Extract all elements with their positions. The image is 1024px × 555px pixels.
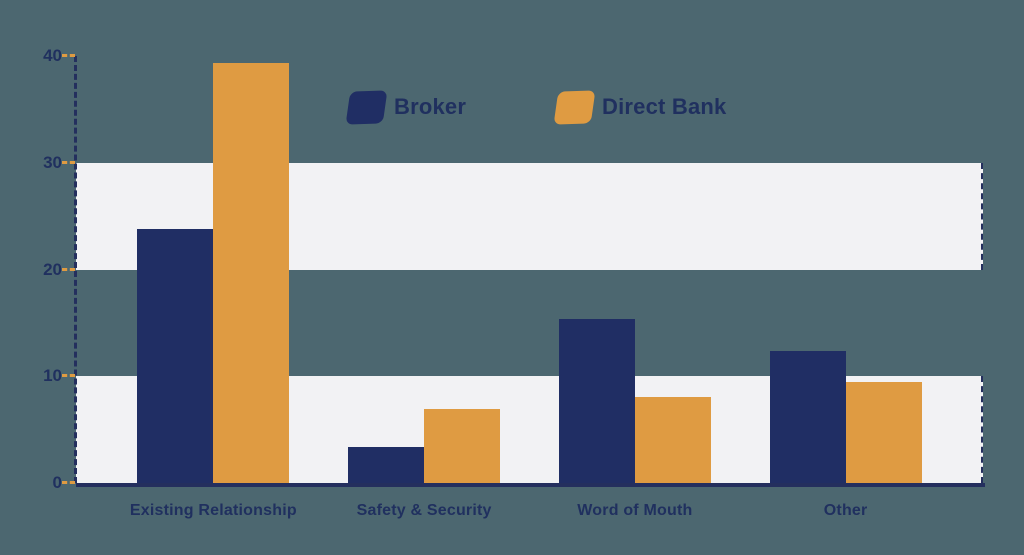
y-axis-tick xyxy=(62,374,75,378)
legend-item-broker: Broker xyxy=(345,89,467,125)
legend-label-broker: Broker xyxy=(394,94,467,119)
bar-direct-bank-2 xyxy=(424,409,501,483)
y-axis-tick xyxy=(62,267,75,271)
legend-item-direct-bank: Direct Bank xyxy=(553,89,727,125)
x-axis-baseline xyxy=(76,483,985,487)
x-axis-category-label: Other xyxy=(823,502,868,519)
y-axis-tick-label: 40 xyxy=(43,46,62,65)
bar-broker-4 xyxy=(769,350,846,483)
bar-direct-bank-1 xyxy=(213,63,290,483)
y-axis-tick-label: 10 xyxy=(43,366,62,386)
x-axis-category-label: Existing Relationship xyxy=(129,502,297,519)
x-axis-category-label: Safety & Security xyxy=(356,502,492,519)
legend-label-direct-bank: Direct Bank xyxy=(602,94,727,119)
direct-bank-swatch-icon xyxy=(553,89,596,125)
y-axis-tick-label: 30 xyxy=(43,152,62,172)
broker-swatch-icon xyxy=(345,89,388,125)
bar-broker-2 xyxy=(348,446,425,483)
bar-direct-bank-4 xyxy=(845,381,922,483)
y-axis-tick xyxy=(62,160,75,164)
y-axis-tick-label: 20 xyxy=(43,259,62,279)
x-axis-category-label: Word of Mouth xyxy=(577,502,693,519)
bar-broker-1 xyxy=(137,228,214,483)
y-axis-tick-label: 0 xyxy=(52,473,62,492)
y-axis-tick xyxy=(62,481,75,484)
bar-direct-bank-3 xyxy=(634,396,711,483)
bar-broker-3 xyxy=(558,318,635,483)
y-axis-tick xyxy=(62,54,75,57)
y-axis-line xyxy=(74,56,77,483)
